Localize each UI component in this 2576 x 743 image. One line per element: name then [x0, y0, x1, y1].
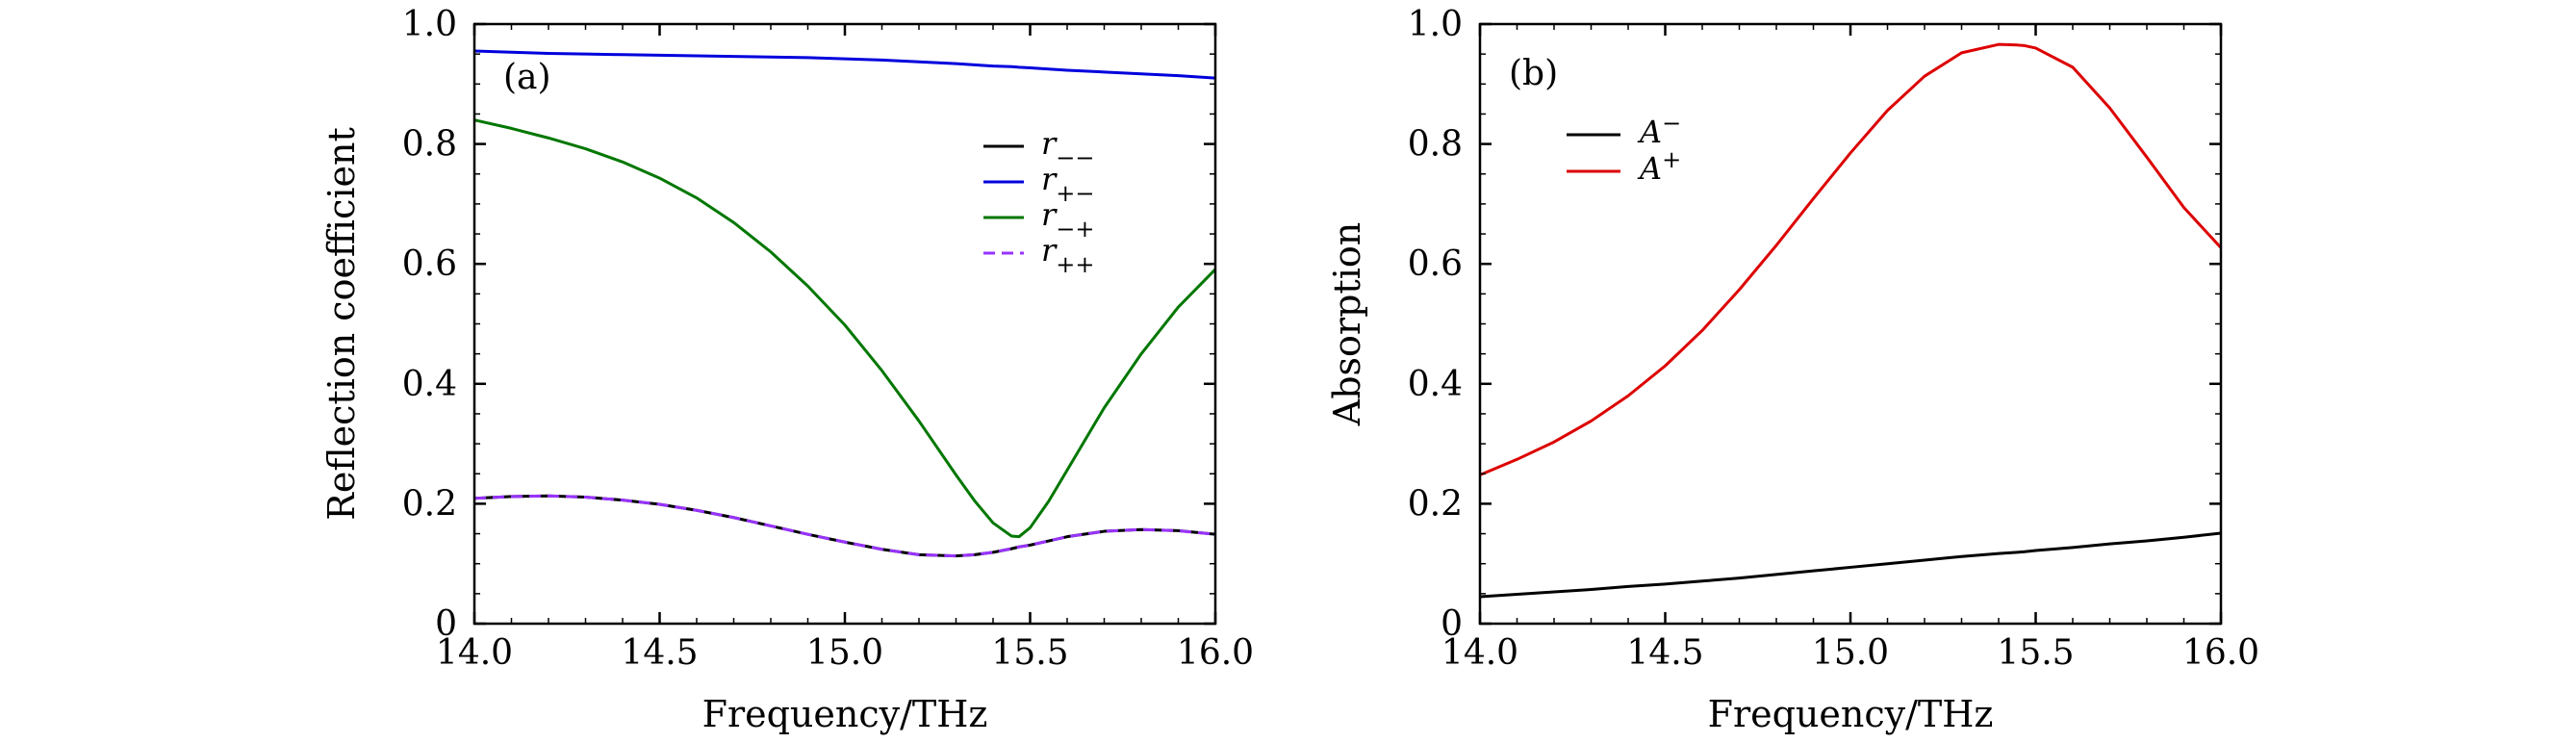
legend-entry-name: A — [1637, 114, 1662, 150]
y-tick-label: 0.2 — [402, 484, 457, 524]
panel-b-absorption-chart: 14.0 14.5 15.0 15.5 16.0 0 0.2 0.4 0.6 0.8 1.0 Freq… — [1326, 5, 2259, 735]
legend-entry: r++ — [1041, 232, 1095, 278]
x-tick-label: 14.0 — [1441, 633, 1518, 673]
legend-entry-name: r — [1041, 196, 1058, 233]
series-line-++ — [474, 494, 1215, 558]
series-line-+ — [1480, 42, 2221, 476]
legend: A−A+ — [1567, 110, 1681, 187]
legend-entry: A− — [1637, 110, 1681, 150]
panel-label: (a) — [503, 58, 551, 97]
x-tick-label: 15.5 — [991, 633, 1068, 673]
y-tick-label: 0.6 — [1408, 244, 1463, 284]
legend: r−−r+−r−+r++ — [983, 125, 1095, 278]
series-line-−+ — [474, 118, 1215, 539]
legend-entry-subscript: −+ — [1056, 216, 1094, 243]
y-tick-label: 1.0 — [1408, 5, 1463, 44]
x-tick-label: 14.5 — [621, 633, 698, 673]
plot-frame — [1478, 22, 2223, 626]
y-axis-label: Reflection coefficient — [320, 127, 363, 521]
series-line-−− — [474, 494, 1215, 558]
y-tick-label: 0 — [435, 604, 457, 644]
x-tick-label: 14.0 — [436, 633, 513, 673]
legend-entry: A+ — [1637, 146, 1681, 187]
x-tick-label: 14.5 — [1626, 633, 1703, 673]
legend-entry-name: A — [1637, 150, 1662, 187]
y-tick-label: 0.6 — [402, 244, 457, 284]
legend-entry-subscript: +− — [1056, 180, 1094, 207]
legend-entry: r−+ — [1041, 196, 1095, 243]
legend-entry-subscript: ++ — [1056, 251, 1094, 278]
panel-label: (b) — [1509, 54, 1558, 93]
y-tick-label: 0.8 — [1408, 125, 1463, 165]
legend-entry-name: r — [1041, 161, 1058, 197]
y-tick-label: 1.0 — [402, 5, 457, 44]
y-tick-label: 0.4 — [402, 365, 457, 404]
y-tick-label: 0.2 — [1408, 484, 1463, 524]
x-tick-label: 16.0 — [1177, 633, 1254, 673]
legend-entry-superscript: − — [1662, 110, 1681, 137]
series-line-− — [1480, 531, 2221, 599]
y-tick-label: 0.4 — [1408, 365, 1463, 404]
legend-entry: r+− — [1041, 161, 1095, 207]
legend-entry-superscript: + — [1662, 146, 1681, 173]
legend-entry-subscript: −− — [1056, 144, 1094, 171]
y-tick-label: 0 — [1441, 604, 1463, 644]
legend-entry: r−− — [1041, 125, 1095, 171]
y-axis-label: Absorption — [1326, 222, 1368, 426]
x-tick-label: 15.5 — [1997, 633, 2074, 673]
y-tick-label: 0.8 — [402, 125, 457, 165]
legend-entry-name: r — [1041, 125, 1058, 162]
legend-entry-name: r — [1041, 232, 1058, 269]
x-tick-label: 15.0 — [1812, 633, 1889, 673]
x-axis-label: Frequency/THz — [1708, 693, 1994, 735]
x-tick-label: 16.0 — [2182, 633, 2259, 673]
panel-a-reflection-chart: 14.0 14.5 15.0 15.5 16.0 0 0.2 0.4 0.6 0.8 1.0 Freq… — [320, 5, 1254, 735]
x-tick-label: 15.0 — [806, 633, 883, 673]
x-axis-label: Frequency/THz — [702, 693, 988, 735]
series-line-+− — [474, 49, 1215, 80]
